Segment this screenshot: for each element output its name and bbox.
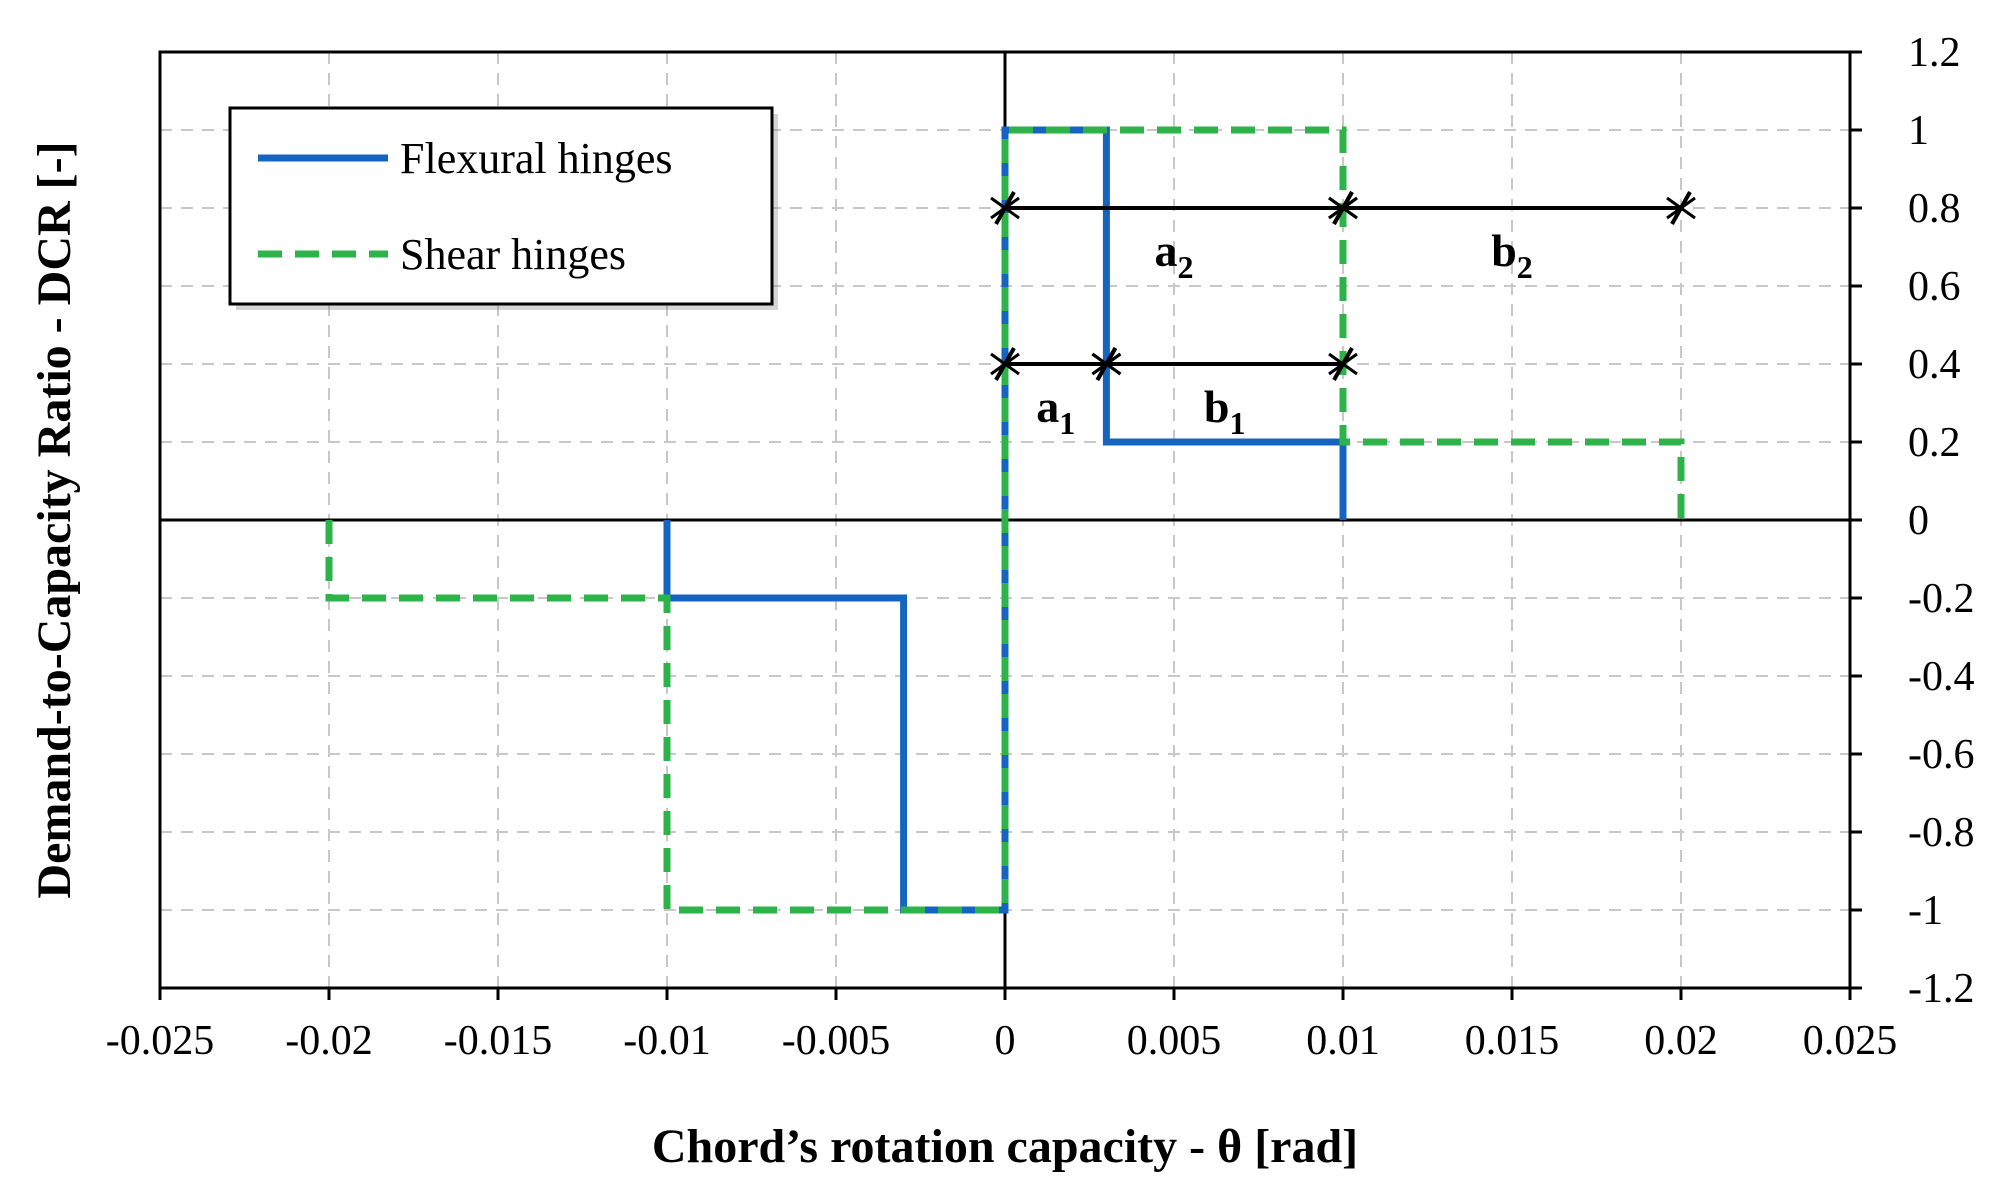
y-tick-label: 1 bbox=[1908, 108, 1929, 154]
y-tick-label: -1 bbox=[1908, 888, 1943, 934]
x-tick-label: -0.01 bbox=[623, 1018, 711, 1064]
x-tick-label: -0.005 bbox=[782, 1018, 891, 1064]
series-line-shear-hinges bbox=[325, 126, 1685, 914]
legend-label-shear-hinges: Shear hinges bbox=[400, 230, 626, 279]
series-group bbox=[325, 126, 1685, 914]
y-tick-label: 1.2 bbox=[1908, 30, 1961, 76]
x-tick-label: -0.025 bbox=[106, 1018, 215, 1064]
x-tick-label: -0.02 bbox=[285, 1018, 373, 1064]
y-tick-label: 0.2 bbox=[1908, 420, 1961, 466]
y-tick-label: 0.6 bbox=[1908, 264, 1961, 310]
legend-label-flexural-hinges: Flexural hinges bbox=[400, 134, 673, 183]
legend-box bbox=[228, 106, 774, 306]
dimension-arrowhead bbox=[1678, 196, 1696, 220]
dimension-arrowhead bbox=[1103, 352, 1122, 376]
x-tick-label: 0 bbox=[995, 1018, 1016, 1064]
x-tick-label: 0.005 bbox=[1127, 1018, 1222, 1064]
y-tick-label: -0.8 bbox=[1908, 810, 1975, 856]
x-axis-title: Chord’s rotation capacity - θ [rad] bbox=[652, 1120, 1358, 1173]
x-tick-label: -0.015 bbox=[444, 1018, 553, 1064]
dimension-arrowhead bbox=[1002, 352, 1020, 376]
y-tick-label: 0 bbox=[1908, 498, 1929, 544]
dimension-arrowhead bbox=[1340, 352, 1358, 376]
x-tick-label: 0.015 bbox=[1465, 1018, 1560, 1064]
dimension-arrowhead bbox=[1002, 196, 1020, 220]
y-tick-label: -1.2 bbox=[1908, 966, 1975, 1012]
y-tick-label: -0.2 bbox=[1908, 576, 1975, 622]
y-tick-label: -0.4 bbox=[1908, 654, 1975, 700]
y-tick-label: 0.4 bbox=[1908, 342, 1961, 388]
y-tick-label: 0.8 bbox=[1908, 186, 1961, 232]
y-tick-label: -0.6 bbox=[1908, 732, 1975, 778]
legend: Flexural hinges Shear hinges bbox=[228, 106, 778, 310]
tick-labels: -0.025 -0.02 -0.015 -0.01 -0.005 0 0.005 0.01 0.… bbox=[106, 30, 1975, 1064]
x-tick-label: 0.025 bbox=[1803, 1018, 1898, 1064]
dimension-arrowhead bbox=[1340, 196, 1358, 220]
x-tick-label: 0.02 bbox=[1644, 1018, 1718, 1064]
dimension-label-a1: a1 bbox=[1036, 381, 1075, 441]
plot-frame bbox=[158, 50, 1852, 990]
x-tick-label: 0.01 bbox=[1306, 1018, 1380, 1064]
y-axis-title: Demand-to-Capacity Ratio - DCR [-] bbox=[28, 141, 81, 898]
